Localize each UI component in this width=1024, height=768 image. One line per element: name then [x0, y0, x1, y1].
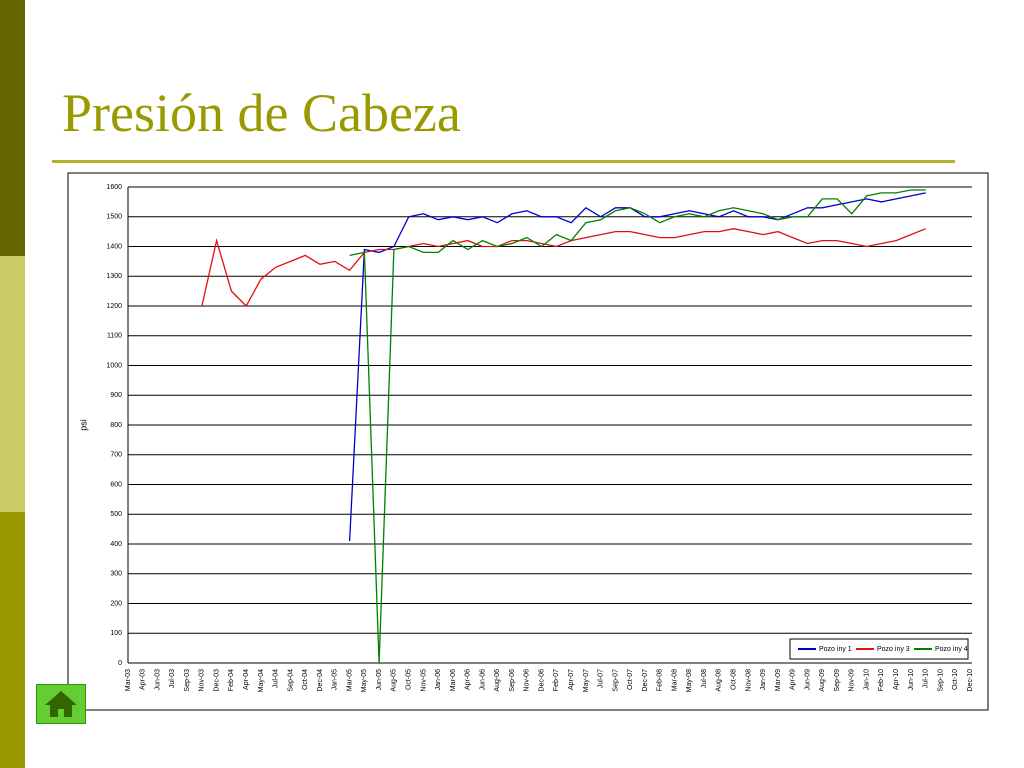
x-tick-label: Mar-08: [671, 669, 678, 691]
home-icon: [45, 691, 77, 717]
x-tick-label: Apr-09: [790, 669, 797, 690]
x-tick-label: Jul-08: [701, 669, 708, 688]
series-line: [349, 189, 926, 664]
x-tick-label: Jul-04: [273, 669, 280, 688]
x-tick-label: Nov-06: [524, 669, 531, 692]
x-tick-label: Jan-10: [863, 669, 870, 691]
x-tick-label: Sep-10: [937, 669, 944, 692]
series-line: [201, 228, 926, 308]
x-tick-label: Apr-03: [140, 669, 147, 690]
slide-title: Presión de Cabeza: [62, 83, 461, 143]
x-tick-label: Aug-06: [494, 669, 501, 692]
title-rule: [52, 160, 955, 163]
x-tick-label: Aug-09: [819, 669, 826, 692]
x-tick-label: Apr-06: [465, 669, 472, 690]
x-tick-label: May-05: [361, 669, 368, 692]
x-tick-label: Sep-03: [184, 669, 191, 692]
x-tick-label: Sep-07: [612, 669, 619, 692]
x-tick-label: Sep-04: [287, 669, 294, 692]
y-tick-label: 1500: [106, 214, 122, 221]
chart-frame: [67, 172, 989, 711]
x-tick-label: Feb-08: [657, 669, 664, 691]
x-tick-label: Oct-08: [730, 669, 737, 690]
x-tick-label: Jun-06: [479, 669, 486, 691]
x-tick-label: Jan-09: [760, 669, 767, 691]
y-tick-label: 400: [110, 541, 122, 548]
x-tick-label: Nov-08: [745, 669, 752, 692]
x-tick-label: Aug-05: [391, 669, 398, 692]
x-tick-label: Aug-08: [716, 669, 723, 692]
x-tick-label: Nov-09: [849, 669, 856, 692]
x-tick-label: Mar-03: [125, 669, 132, 691]
x-tick-label: Jun-03: [154, 669, 161, 691]
y-tick-label: 600: [110, 481, 122, 488]
y-tick-label: 1300: [106, 273, 122, 280]
y-tick-label: 1600: [106, 184, 122, 191]
x-tick-label: Feb-10: [878, 669, 885, 691]
series-line: [348, 192, 926, 542]
x-tick-label: Mar-06: [450, 669, 457, 691]
y-tick-label: 1100: [107, 333, 122, 340]
legend-label: Pozo iny 4: [935, 646, 968, 653]
x-tick-label: May-08: [686, 669, 693, 692]
x-tick-label: Feb-07: [553, 669, 560, 691]
x-tick-label: Jul-10: [923, 669, 930, 688]
y-tick-label: 100: [110, 630, 122, 637]
x-tick-label: Sep-09: [834, 669, 841, 692]
x-tick-label: Oct-04: [302, 669, 309, 690]
x-tick-label: Dec-10: [967, 669, 974, 692]
x-tick-label: Sep-06: [509, 669, 516, 692]
x-tick-label: May-07: [583, 669, 590, 692]
x-tick-label: Oct-10: [952, 669, 959, 690]
y-axis-label: psi: [78, 419, 88, 431]
x-tick-label: Jul-03: [169, 669, 176, 688]
x-tick-label: Nov-03: [199, 669, 206, 692]
side-bar: [0, 0, 25, 256]
legend-label: Pozo iny 1: [819, 646, 852, 653]
x-tick-label: Dec-06: [538, 669, 545, 692]
x-tick-label: Apr-10: [893, 669, 900, 690]
x-tick-label: Oct-05: [406, 669, 413, 690]
x-tick-label: Jul-07: [598, 669, 605, 688]
x-tick-label: Jan-05: [332, 669, 339, 691]
y-tick-label: 700: [110, 452, 122, 459]
legend-label: Pozo iny 3: [877, 646, 910, 653]
legend: Pozo iny 1 Pozo iny 3 Pozo iny 4: [789, 638, 969, 660]
x-tick-label: Feb-04: [228, 669, 235, 691]
y-tick-label: 900: [110, 392, 122, 399]
y-tick-label: 500: [110, 511, 122, 518]
y-tick-label: 300: [110, 571, 122, 578]
y-tick-label: 0: [118, 660, 122, 667]
x-tick-label: Jun-10: [908, 669, 915, 691]
legend-box: [789, 638, 969, 660]
x-tick-label: Oct-07: [627, 669, 634, 690]
x-tick-label: Jan-06: [435, 669, 442, 691]
side-bar: [0, 256, 25, 512]
x-tick-label: Mar-09: [775, 669, 782, 691]
x-tick-label: May-04: [258, 669, 265, 692]
x-tick-label: Mar-05: [346, 669, 353, 691]
x-tick-label: Dec-07: [642, 669, 649, 692]
x-tick-label: Nov-05: [420, 669, 427, 692]
y-tick-label: 1400: [106, 243, 122, 250]
home-button[interactable]: [36, 684, 86, 724]
side-bar: [0, 512, 25, 768]
x-tick-label: Apr-07: [568, 669, 575, 690]
x-tick-label: Jun-09: [804, 669, 811, 691]
x-tick-label: Dec-04: [317, 669, 324, 692]
x-tick-label: Apr-04: [243, 669, 250, 690]
y-tick-label: 200: [110, 600, 122, 607]
y-tick-label: 800: [110, 422, 122, 429]
x-tick-label: Dec-03: [213, 669, 220, 692]
x-tick-label: Jun-05: [376, 669, 383, 691]
y-tick-label: 1000: [106, 362, 122, 369]
y-tick-label: 1200: [106, 303, 122, 310]
